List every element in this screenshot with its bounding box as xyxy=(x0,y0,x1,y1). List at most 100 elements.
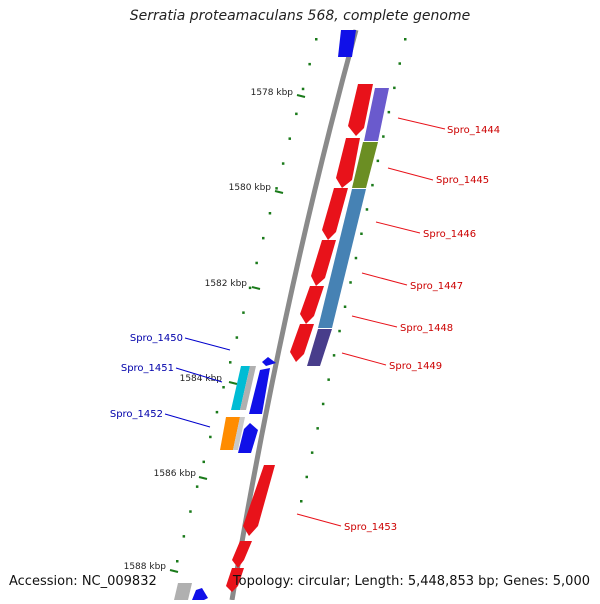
gene-label-spro-1452[interactable]: Spro_1452 xyxy=(110,409,163,420)
gc-dot xyxy=(301,87,305,91)
gc-dot xyxy=(382,135,385,138)
gc-dot xyxy=(229,361,232,364)
gene-reverse[interactable] xyxy=(348,84,373,136)
reverse-genes xyxy=(226,84,373,592)
gene-reverse[interactable] xyxy=(322,188,348,240)
gene-reverse[interactable] xyxy=(290,324,314,362)
gc-dot xyxy=(349,281,352,284)
gc-dot xyxy=(182,535,186,538)
gc-dot xyxy=(202,460,205,464)
gene-label-spro-1448[interactable]: Spro_1448 xyxy=(400,323,453,334)
gc-dot xyxy=(275,187,278,190)
gene-spro-1444[interactable] xyxy=(364,88,389,141)
gene-reverse[interactable] xyxy=(232,541,252,568)
gc-dot xyxy=(404,38,407,41)
accession-text: Accession: NC_009832 xyxy=(9,574,157,589)
gc-dot xyxy=(235,336,239,339)
gene-label-spro-1453[interactable]: Spro_1453 xyxy=(344,522,397,533)
gene-label-spro-1445[interactable]: Spro_1445 xyxy=(436,175,489,186)
leader-lines-right xyxy=(296,117,446,527)
gc-dot xyxy=(268,212,272,215)
kbp-tick xyxy=(228,381,238,385)
gene-spro-1446[interactable] xyxy=(318,189,366,328)
gene-spro-1449[interactable] xyxy=(307,329,332,366)
kbp-label-1584: 1584 kbp xyxy=(180,374,223,384)
gc-dot xyxy=(316,427,319,430)
gc-dot xyxy=(255,261,258,265)
gc-dot xyxy=(398,62,401,65)
gc-dot xyxy=(371,183,374,187)
gene-reverse[interactable] xyxy=(226,568,244,592)
gc-dot xyxy=(281,162,285,165)
gc-dot xyxy=(305,475,308,479)
kbp-tick xyxy=(251,286,261,290)
gene-reverse[interactable] xyxy=(336,138,360,188)
gene-label-spro-1450[interactable]: Spro_1450 xyxy=(130,333,183,344)
gc-dot xyxy=(376,159,380,163)
gc-dot xyxy=(387,110,391,114)
kbp-label-1580: 1580 kbp xyxy=(229,183,272,193)
gc-dot xyxy=(321,402,325,406)
kbp-labels: 1578 kbp 1580 kbp 1582 kbp 1584 kbp 1586… xyxy=(124,88,294,572)
kbp-tick xyxy=(274,190,284,194)
kbp-label-1582: 1582 kbp xyxy=(205,279,248,289)
gc-dot xyxy=(209,435,212,439)
gene-label-spro-1447[interactable]: Spro_1447 xyxy=(410,281,463,292)
gene-forward-bottom[interactable] xyxy=(192,588,208,600)
gene-label-spro-1446[interactable]: Spro_1446 xyxy=(423,229,476,240)
gc-dot xyxy=(262,236,265,240)
gc-dot xyxy=(338,329,341,333)
gc-dot xyxy=(242,311,245,314)
gene-forward-left[interactable] xyxy=(238,423,258,453)
leader-lines-left xyxy=(164,337,231,428)
gc-dot xyxy=(222,386,225,389)
gene-labels-left: Spro_1450 Spro_1451 Spro_1452 xyxy=(110,333,183,420)
gene-labels-right: Spro_1444 Spro_1445 Spro_1446 Spro_1447 … xyxy=(344,125,500,533)
kbp-label-1586: 1586 kbp xyxy=(154,469,197,479)
map-title: Serratia proteamaculans 568, complete ge… xyxy=(129,8,471,24)
kbp-tick xyxy=(169,569,179,573)
kbp-tick xyxy=(296,94,306,98)
gc-dot xyxy=(360,232,363,235)
gene-label-spro-1449[interactable]: Spro_1449 xyxy=(389,361,442,372)
gc-dot xyxy=(308,62,311,66)
kbp-tick xyxy=(198,476,208,480)
gene-reverse[interactable] xyxy=(311,240,336,286)
genome-summary-text: Topology: circular; Length: 5,448,853 bp… xyxy=(232,574,590,589)
gc-dot xyxy=(189,510,192,513)
gene-label-spro-1444[interactable]: Spro_1444 xyxy=(447,125,500,136)
gene-forward-small[interactable] xyxy=(262,357,276,366)
gc-dot-tracks xyxy=(176,38,407,563)
gene-grey[interactable] xyxy=(240,366,256,410)
gc-dot xyxy=(176,560,179,563)
gc-dot xyxy=(288,137,291,140)
gc-dot xyxy=(300,500,303,503)
gc-dot xyxy=(295,112,298,116)
gc-dot xyxy=(354,256,358,260)
gc-dot xyxy=(215,410,219,414)
gene-forward-top[interactable] xyxy=(338,30,356,57)
gene-spro-1451[interactable] xyxy=(231,366,250,410)
gc-dot xyxy=(393,86,396,90)
gc-dot xyxy=(332,354,336,357)
gc-dot xyxy=(327,378,330,381)
gc-dot xyxy=(343,305,347,308)
gc-dot xyxy=(195,485,199,488)
gene-spro-1445[interactable] xyxy=(352,142,378,188)
gene-spro-1452[interactable] xyxy=(220,417,240,450)
gc-dot xyxy=(315,38,318,41)
gene-reverse[interactable] xyxy=(243,465,275,536)
gene-label-spro-1451[interactable]: Spro_1451 xyxy=(121,363,174,374)
gene-reverse[interactable] xyxy=(300,286,324,324)
gc-dot xyxy=(310,451,314,454)
gc-dot xyxy=(248,286,252,290)
kbp-label-1578: 1578 kbp xyxy=(251,88,294,98)
gc-dot xyxy=(365,208,369,211)
gene-forward-left[interactable] xyxy=(249,368,270,414)
kbp-label-1588: 1588 kbp xyxy=(124,562,167,572)
kbp-ticks xyxy=(169,94,306,573)
gene-grey[interactable] xyxy=(233,417,245,450)
gene-grey[interactable] xyxy=(174,583,192,600)
